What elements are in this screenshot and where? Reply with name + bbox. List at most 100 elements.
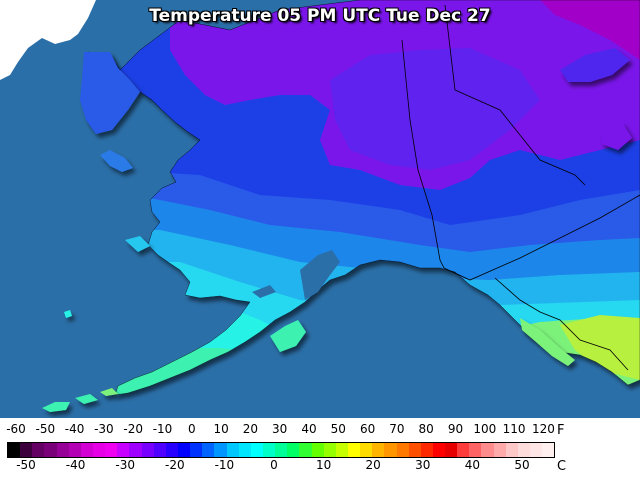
colorbar-swatch [408,443,421,457]
celsius-unit: C [557,459,567,474]
fahrenheit-tick: 80 [418,422,434,436]
celsius-scale: -50 -40 -30 -20 -10 0 10 20 30 40 50 [0,458,640,474]
map-title: Temperature 05 PM UTC Tue Dec 27 [149,6,491,26]
colorbar-swatch [238,443,251,457]
fahrenheit-tick: -40 [64,422,85,436]
colorbar-swatch [469,443,482,457]
colorbar-swatch [384,443,397,457]
colorbar-swatch [80,443,93,457]
kodiak-island [270,320,306,352]
colorbar-swatch [323,443,336,457]
colorbar-swatch [505,443,518,457]
colorbar-swatch [360,443,373,457]
celsius-tick: -40 [65,458,86,472]
colorbar-swatch [20,443,33,457]
fahrenheit-tick: 50 [330,422,346,436]
colorbar-swatch [153,443,166,457]
fahrenheit-tick: 120 [531,422,555,436]
fahrenheit-tick: 0 [187,422,196,436]
celsius-tick: 0 [270,458,278,472]
celsius-tick: 30 [415,458,431,472]
colorbar-swatch [165,443,178,457]
colorbar-swatch [481,443,494,457]
colorbar-swatch [202,443,215,457]
fahrenheit-scale: -60 -50 -40 -30 -20 -10 0 10 20 30 40 50 60 70 80 90 100… [0,422,640,438]
fahrenheit-tick: -50 [35,422,56,436]
russia-landmass [0,0,96,80]
temperature-legend: -60 -50 -40 -30 -20 -10 0 10 20 30 40 50 60 70 80 90 100… [0,418,640,480]
colorbar-swatch [335,443,348,457]
colorbar-swatch [299,443,312,457]
colorbar-swatch [347,443,361,457]
fahrenheit-tick: -10 [152,422,173,436]
colorbar-swatch [190,443,203,457]
colorbar-swatch [92,443,106,457]
fahrenheit-tick: 40 [301,422,317,436]
celsius-tick: 50 [514,458,530,472]
colorbar-swatch [517,443,531,457]
fahrenheit-tick: 20 [242,422,259,436]
fahrenheit-unit: F [557,423,565,438]
colorbar-swatch [250,443,263,457]
fahrenheit-tick: 30 [272,422,288,436]
fahrenheit-tick: -30 [94,422,114,436]
colorbar-swatch [32,443,45,457]
colorbar-swatch [311,443,324,457]
colorbar-swatch [396,443,409,457]
canada-arctic-island [560,48,630,82]
banks-island [600,122,632,150]
colorbar-swatch [287,443,300,457]
colorbar-swatch [68,443,81,457]
celsius-tick: -20 [164,458,185,472]
fahrenheit-tick: -20 [123,422,143,436]
colorbar-swatch [542,443,555,457]
colorbar-swatch [372,443,385,457]
colorbar-swatch [177,443,191,457]
cook-inlet [300,250,340,300]
fahrenheit-tick: 90 [447,422,464,436]
celsius-tick: 10 [315,458,332,472]
colorbar-swatch [457,443,470,457]
colorbar-swatch [129,443,142,457]
pribilof [64,310,72,318]
colorbar-swatch [117,443,130,457]
fahrenheit-tick: 100 [473,422,497,436]
colorbar-swatch [420,443,433,457]
chukotka-coast [20,60,82,104]
fahrenheit-tick: 10 [213,422,229,436]
celsius-tick: -30 [115,458,135,472]
panhandle-islands [520,318,575,366]
colorbar-swatch [141,443,154,457]
celsius-tick: 40 [464,458,481,472]
fahrenheit-tick: 60 [359,422,376,436]
seward-peninsula [80,52,140,134]
nunivak-island [125,236,150,252]
us-canada-border [401,39,445,269]
lake-iliamna [252,285,276,298]
fahrenheit-tick: 70 [389,422,405,436]
celsius-tick: 20 [365,458,381,472]
st-lawrence-island [100,150,133,172]
celsius-tick: -50 [16,458,36,472]
colorbar-swatch [214,443,227,457]
aleutian-1 [42,402,70,412]
bc-border [443,194,640,281]
colorbar-swatch [105,443,118,457]
yukon-nwt-border [444,4,586,186]
colorbar-swatch [530,443,543,457]
temperature-map: Temperature 05 PM UTC Tue Dec 27 [0,0,640,418]
colorbar [7,442,555,458]
colorbar-swatch [262,443,276,457]
colorbar-swatch [432,443,446,457]
aleutian-3 [100,388,118,396]
map-canvas [0,0,640,412]
panhandle-border [494,277,629,371]
colorbar-swatch [8,443,21,457]
colorbar-swatch [44,443,57,457]
aleutian-2 [75,394,98,404]
fahrenheit-tick: -60 [6,422,26,436]
colorbar-swatch [56,443,69,457]
colorbar-swatch [445,443,458,457]
celsius-tick: -10 [214,458,235,472]
colorbar-swatch [493,443,506,457]
